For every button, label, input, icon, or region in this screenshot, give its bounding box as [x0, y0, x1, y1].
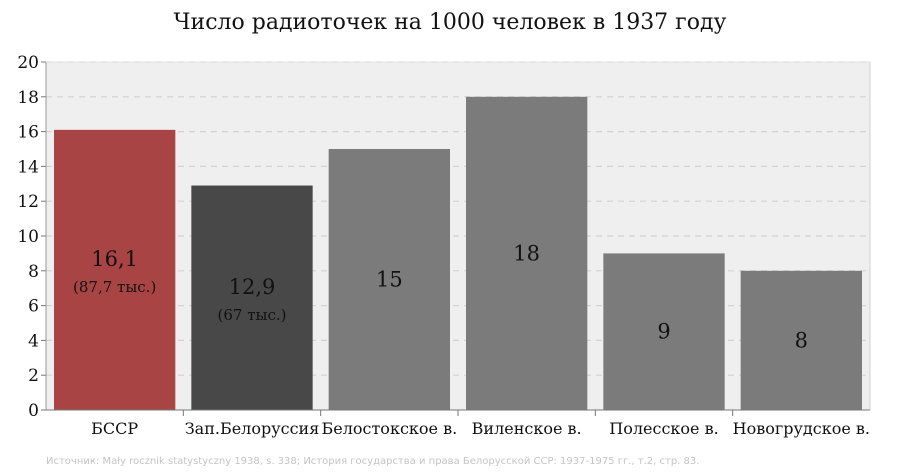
axes [41, 61, 871, 416]
y-tick-label: 8 [28, 262, 39, 282]
bar-value-label: 16,1 [91, 247, 138, 271]
bar-sub-label: (67 тыс.) [218, 306, 287, 324]
x-tick-label: Новогрудское в. [733, 419, 870, 438]
grid-lines [46, 61, 870, 376]
chart-title: Число радиоточек на 1000 человек в 1937 … [173, 10, 727, 35]
x-tick-label: Виленское в. [472, 419, 582, 438]
x-tick-label: Белостокское в. [321, 419, 457, 438]
bar [466, 96, 588, 411]
y-tick-label: 16 [17, 123, 39, 143]
bar-value-label: 9 [657, 320, 670, 344]
y-tick-label: 14 [17, 157, 39, 177]
bar [603, 253, 725, 410]
bar [191, 185, 313, 410]
y-tick-label: 12 [17, 192, 39, 212]
y-tick-label: 2 [28, 366, 39, 386]
y-tick-label: 0 [28, 401, 39, 421]
bar-value-label: 8 [795, 328, 808, 352]
y-tick-label: 4 [28, 331, 39, 351]
bar-sub-label: (87,7 тыс.) [73, 278, 156, 296]
bar-value-label: 18 [513, 241, 540, 265]
bar-value-label: 12,9 [229, 275, 276, 299]
labels: 0 2 4 6 8 10 12 14 16 18 20 БССР 16,1 (87,7 тыс.) Зап.… [17, 53, 870, 438]
bar [54, 129, 176, 411]
bar-value-label: 15 [376, 268, 403, 292]
x-tick-label: Полесское в. [609, 419, 718, 438]
x-tick-label: БССР [91, 419, 138, 438]
bar [328, 149, 450, 410]
y-tick-label: 10 [17, 227, 39, 247]
bar [740, 270, 862, 410]
y-tick-label: 18 [17, 88, 39, 108]
bars [54, 96, 862, 411]
y-tick-label: 6 [28, 297, 39, 317]
x-tick-label: Зап.Белоруссия [185, 419, 320, 438]
y-tick-label: 20 [17, 53, 39, 73]
source-note: Источник: Mały rocznik statystyczny 1938… [46, 456, 700, 467]
